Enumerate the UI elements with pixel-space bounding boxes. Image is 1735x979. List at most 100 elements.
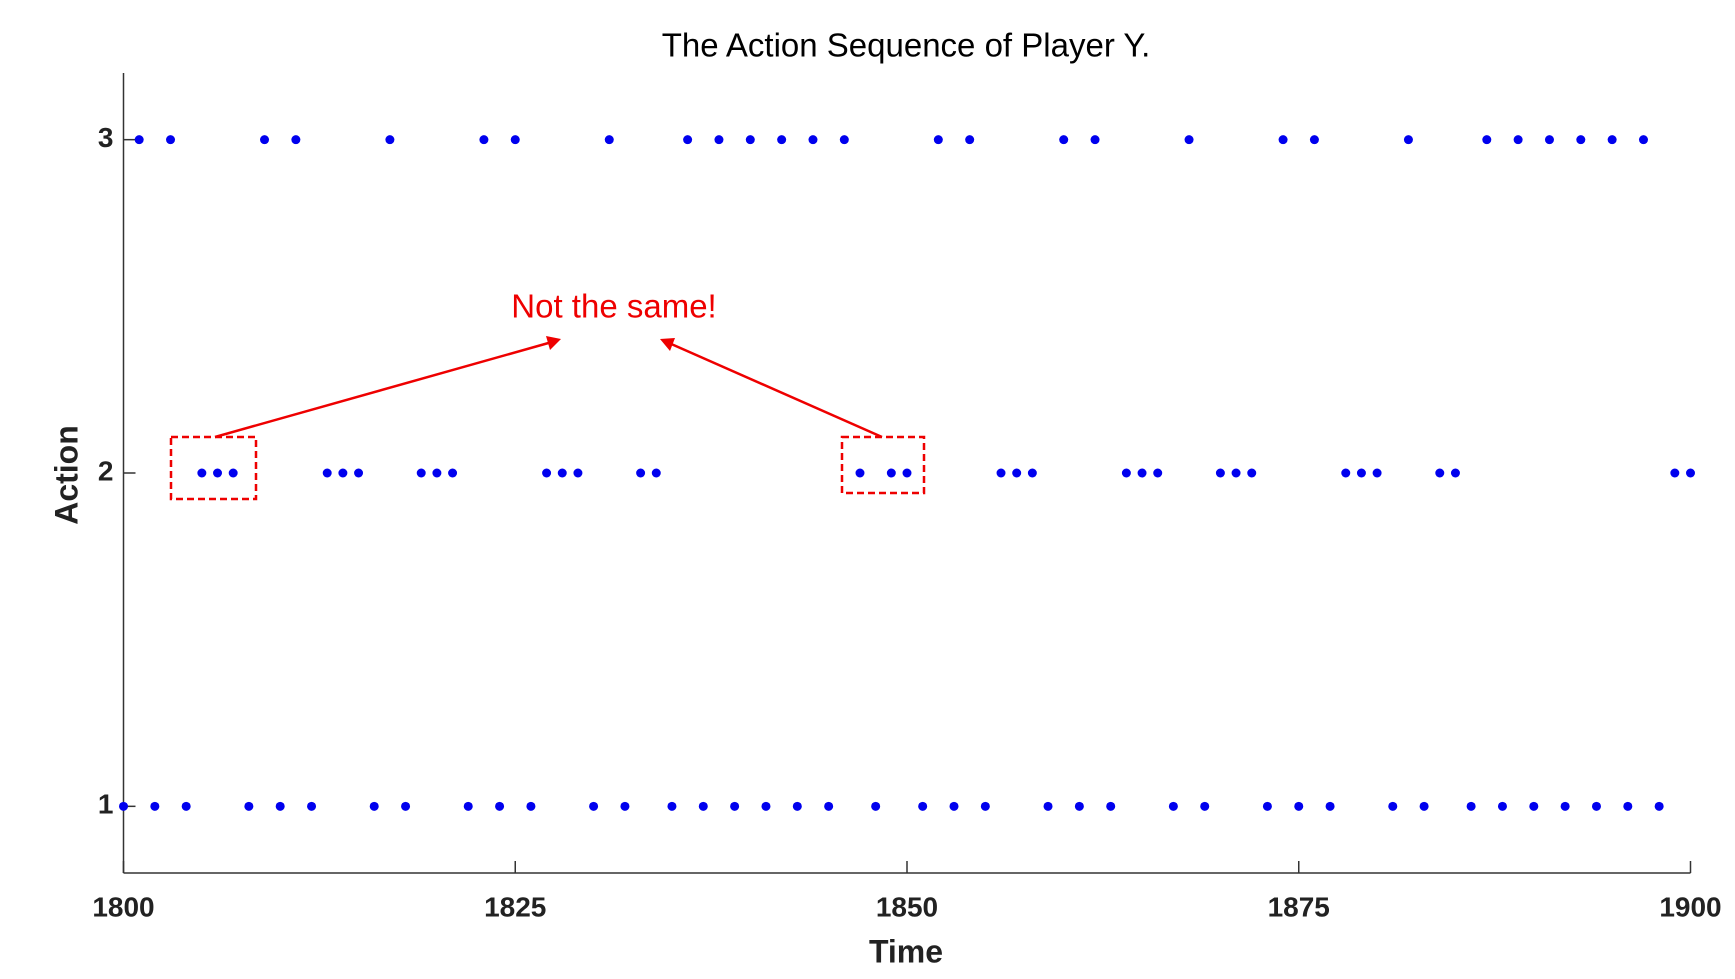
- point: [1184, 135, 1194, 145]
- point: [1043, 801, 1053, 811]
- point: [871, 801, 881, 811]
- point: [792, 801, 802, 811]
- point: [1450, 468, 1460, 478]
- point: [1027, 468, 1037, 478]
- point: [385, 135, 395, 145]
- point: [1623, 801, 1633, 811]
- arrow-head: [546, 336, 561, 350]
- point: [996, 468, 1006, 478]
- point: [463, 801, 473, 811]
- y-tick-label: 3: [98, 122, 114, 153]
- point: [1294, 801, 1304, 811]
- point: [730, 801, 740, 811]
- point: [1576, 135, 1586, 145]
- point: [1153, 468, 1163, 478]
- point: [260, 135, 270, 145]
- point: [416, 468, 426, 478]
- point: [1341, 468, 1351, 478]
- point: [918, 801, 928, 811]
- y-tick-label: 2: [98, 455, 114, 486]
- point: [228, 468, 238, 478]
- point: [134, 135, 144, 145]
- point: [1059, 135, 1069, 145]
- x-tick-label: 1800: [92, 891, 154, 922]
- x-axis-label: Time: [869, 933, 943, 969]
- x-tick-label: 1850: [876, 891, 938, 922]
- x-tick-label: 1900: [1659, 891, 1721, 922]
- point: [1466, 801, 1476, 811]
- point: [150, 801, 160, 811]
- point: [886, 468, 896, 478]
- arrow-head: [660, 338, 675, 351]
- point: [479, 135, 489, 145]
- point: [166, 135, 176, 145]
- point: [902, 468, 912, 478]
- point: [965, 135, 975, 145]
- point: [1686, 468, 1695, 478]
- x-tick-label: 1875: [1268, 891, 1330, 922]
- point: [181, 801, 191, 811]
- point: [1607, 135, 1617, 145]
- point: [667, 801, 677, 811]
- point: [604, 135, 614, 145]
- point: [1090, 135, 1100, 145]
- point: [495, 801, 505, 811]
- point: [745, 135, 755, 145]
- point: [1168, 801, 1178, 811]
- point: [1591, 801, 1601, 811]
- point: [683, 135, 693, 145]
- point: [1654, 801, 1664, 811]
- point: [1012, 468, 1022, 478]
- point: [1403, 135, 1413, 145]
- point: [855, 468, 865, 478]
- point: [1419, 801, 1429, 811]
- point: [761, 801, 771, 811]
- point: [949, 801, 959, 811]
- point: [1497, 801, 1507, 811]
- point: [1262, 801, 1272, 811]
- point: [980, 801, 990, 811]
- point: [839, 135, 849, 145]
- point: [119, 801, 128, 811]
- point: [307, 801, 317, 811]
- highlight-box: [840, 435, 926, 495]
- point: [275, 801, 285, 811]
- point: [1435, 468, 1445, 478]
- point: [322, 468, 332, 478]
- point: [1388, 801, 1398, 811]
- point: [777, 135, 787, 145]
- point: [1544, 135, 1554, 145]
- point: [620, 801, 630, 811]
- point: [526, 801, 536, 811]
- point: [1670, 468, 1680, 478]
- point: [432, 468, 442, 478]
- point: [1137, 468, 1147, 478]
- point: [1247, 468, 1257, 478]
- y-axis-label: Action: [48, 425, 84, 525]
- point: [1356, 468, 1366, 478]
- point: [698, 801, 708, 811]
- point: [1309, 135, 1319, 145]
- point: [542, 468, 552, 478]
- point: [197, 468, 207, 478]
- point: [510, 135, 520, 145]
- point: [448, 468, 458, 478]
- point: [1200, 801, 1210, 811]
- point: [1231, 468, 1241, 478]
- point: [1560, 801, 1570, 811]
- point: [651, 468, 661, 478]
- point: [714, 135, 724, 145]
- point: [1278, 135, 1288, 145]
- point: [636, 468, 646, 478]
- point: [1482, 135, 1492, 145]
- y-tick-label: 1: [98, 789, 114, 820]
- point: [1529, 801, 1539, 811]
- point: [589, 801, 599, 811]
- highlight-box: [169, 435, 258, 501]
- point: [1106, 801, 1116, 811]
- point: [1513, 135, 1523, 145]
- point: [244, 801, 254, 811]
- arrow: [214, 340, 553, 439]
- point: [291, 135, 301, 145]
